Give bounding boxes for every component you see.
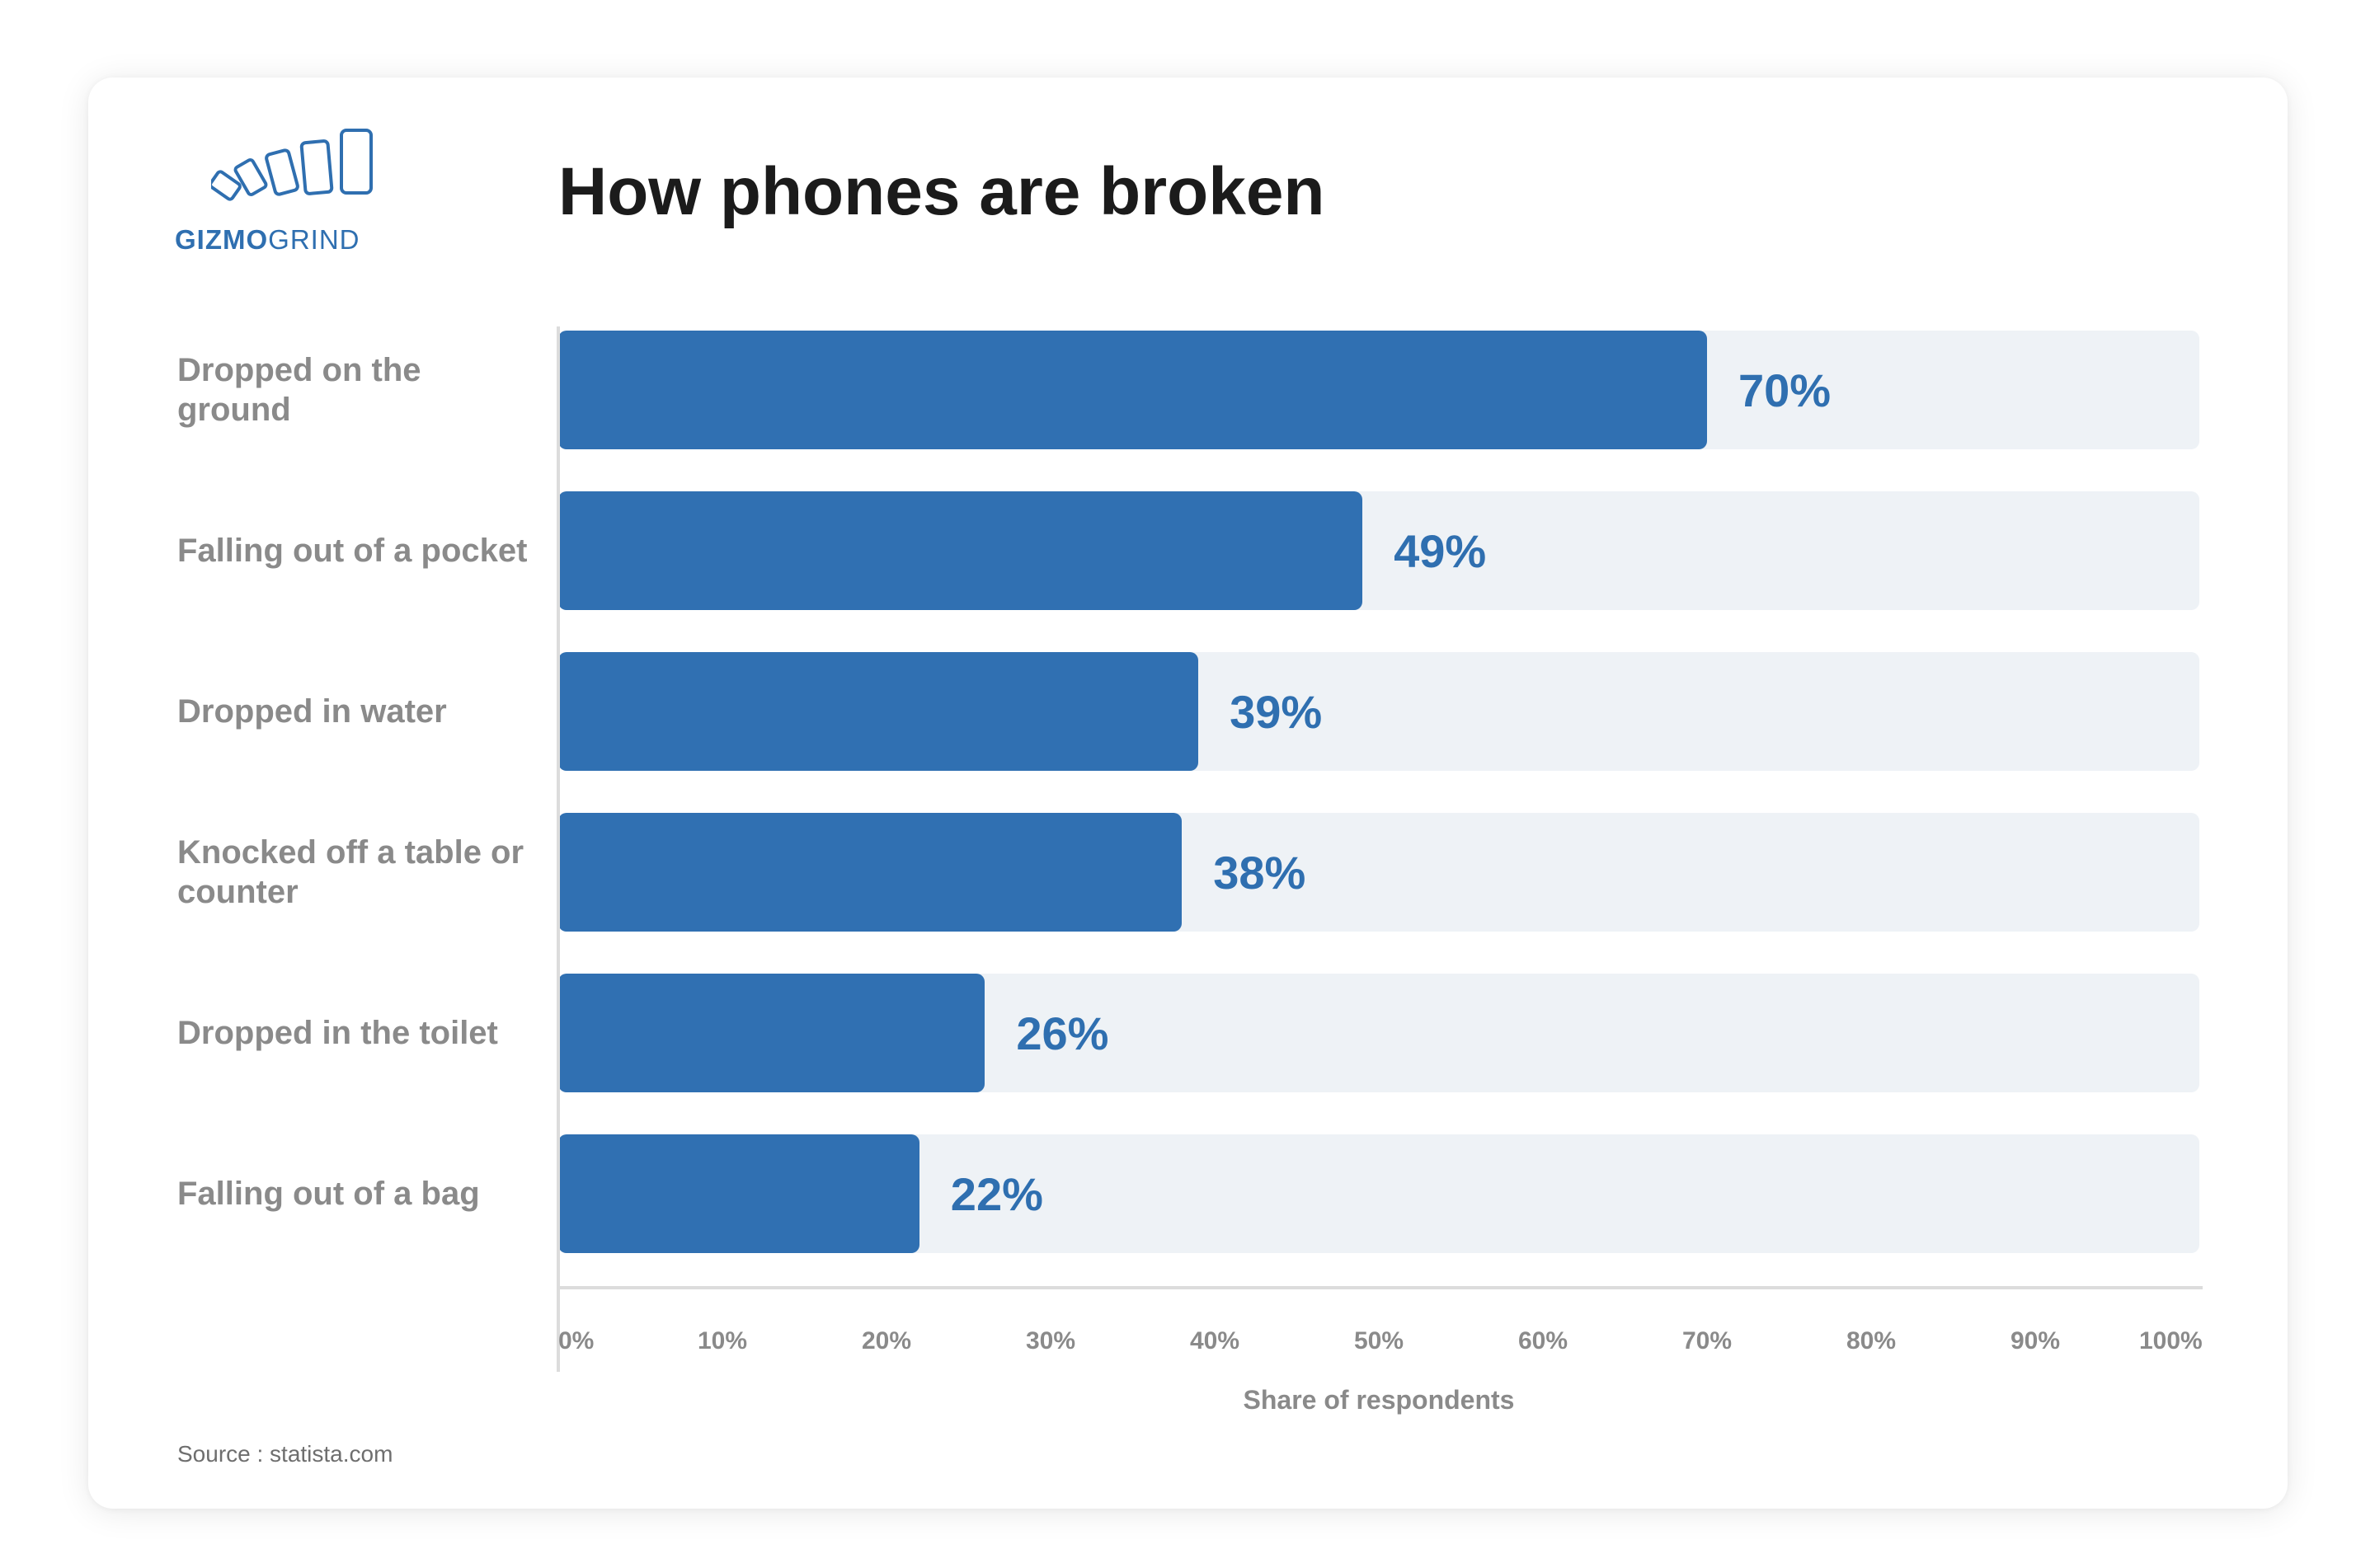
x-tick-label: 80% <box>1846 1327 1897 1354</box>
x-tick-label: 10% <box>698 1327 748 1354</box>
y-axis-line <box>557 326 560 1372</box>
x-axis-label: Share of respondents <box>1243 1385 1515 1415</box>
gizmogrind-logo: GIZMOGRIND <box>175 127 422 255</box>
value-label: 70% <box>1738 364 1832 416</box>
source-note: Source : statista.com <box>177 1441 393 1467</box>
value-label: 39% <box>1230 685 1323 738</box>
brand-bold: GIZMO <box>175 224 269 255</box>
category-label: Dropped on the ground <box>177 352 421 428</box>
bar <box>558 652 1199 771</box>
x-tick-label: 20% <box>862 1327 912 1354</box>
x-tick-label: 90% <box>2011 1327 2061 1354</box>
value-label: 49% <box>1394 524 1487 577</box>
x-tick-label: 30% <box>1026 1327 1076 1354</box>
category-label: Falling out of a bag <box>177 1176 480 1212</box>
category-label: Falling out of a pocket <box>177 533 528 569</box>
x-tick-label: 100% <box>2139 1327 2203 1354</box>
bar <box>558 1134 919 1253</box>
chart-card: GIZMOGRIND How phones are broken Dropped… <box>88 77 2288 1509</box>
bar <box>558 974 985 1092</box>
value-label: 22% <box>950 1167 1043 1220</box>
bar <box>558 813 1183 932</box>
bar <box>558 331 1707 449</box>
x-axis-line <box>557 1286 2203 1289</box>
x-tick-label: 40% <box>1190 1327 1240 1354</box>
category-label: Knocked off a table or counter <box>177 834 524 910</box>
category-label: Dropped in the toilet <box>177 1015 498 1051</box>
phones-icon <box>211 129 373 201</box>
brand-light: GRIND <box>268 224 360 255</box>
value-label: 26% <box>1016 1007 1109 1059</box>
value-label: 38% <box>1213 846 1306 899</box>
category-label: Dropped in water <box>177 693 447 730</box>
x-tick-label: 70% <box>1682 1327 1733 1354</box>
x-tick-label: 60% <box>1518 1327 1568 1354</box>
x-tick-label: 0% <box>558 1327 595 1354</box>
bar <box>558 491 1363 610</box>
chart-title: How phones are broken <box>558 154 1325 229</box>
x-tick-label: 50% <box>1354 1327 1404 1354</box>
brand-wordmark: GIZMOGRIND <box>175 224 422 256</box>
